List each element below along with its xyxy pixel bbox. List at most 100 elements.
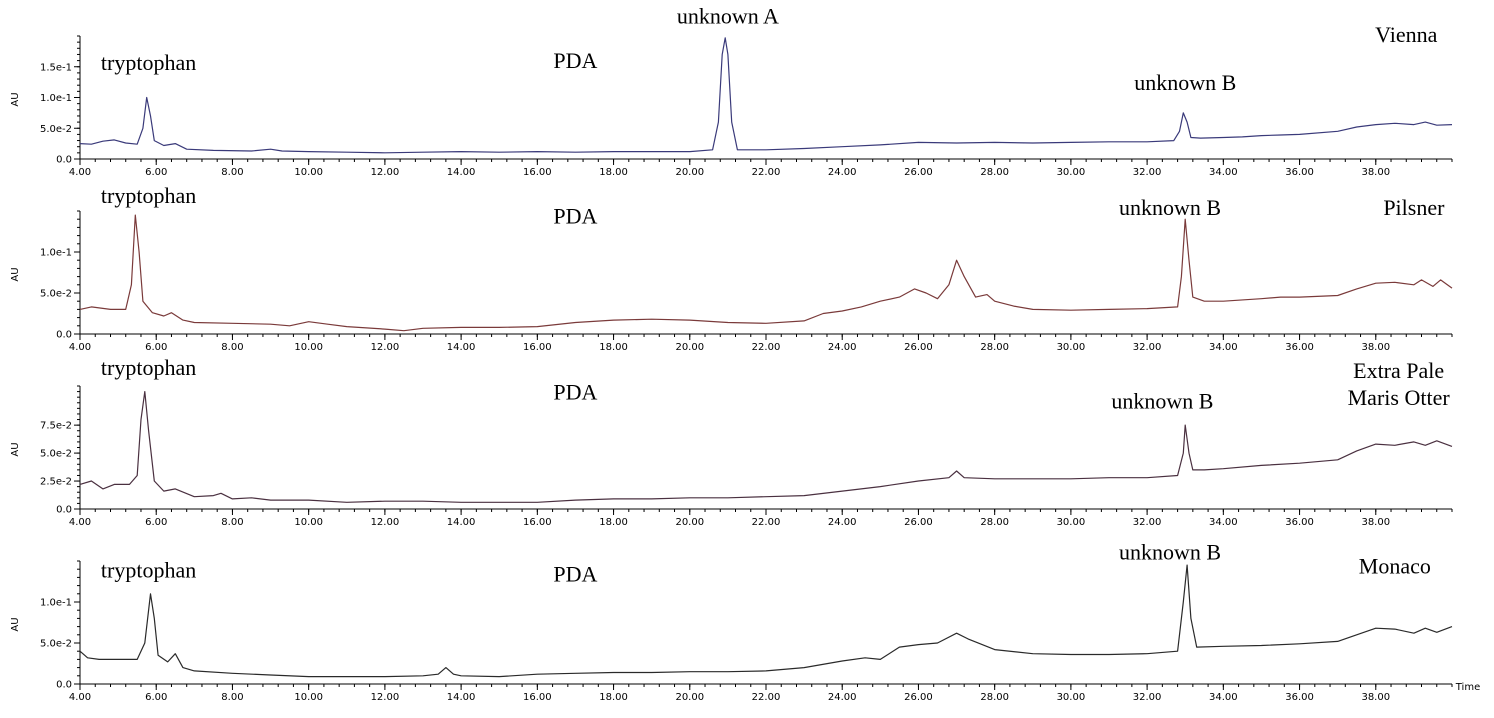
y-tick-label: 5.0e-2 [40, 639, 72, 650]
peak-annotation: unknown B [1119, 539, 1221, 564]
x-tick-label: 28.00 [980, 342, 1009, 353]
peak-annotation: Maris Otter [1348, 385, 1451, 410]
x-tick-label: 30.00 [1057, 342, 1086, 353]
x-tick-label: 30.00 [1057, 692, 1086, 703]
peak-annotation: unknown B [1111, 388, 1213, 413]
x-tick-label: 32.00 [1133, 342, 1162, 353]
y-tick-label: 1.0e-1 [40, 248, 72, 259]
x-tick-label: 32.00 [1133, 517, 1162, 528]
x-tick-label: 10.00 [294, 342, 323, 353]
y-tick-label: 1.5e-1 [40, 62, 72, 73]
x-tick-label: 8.00 [221, 167, 243, 178]
chromatogram-panel-2: 4.00 6.00 8.00 10.00 12.00 14.00 16.00 18.00 20.… [10, 183, 1453, 353]
x-tick-label: 26.00 [904, 517, 933, 528]
y-tick-label: 0.0 [56, 155, 72, 166]
x-tick-label: 38.00 [1361, 517, 1390, 528]
peak-annotation: PDA [553, 562, 597, 587]
x-tick-label: 28.00 [980, 167, 1009, 178]
x-tick-label: 20.00 [675, 517, 704, 528]
chromatogram-trace [79, 214, 1453, 332]
y-tick-label: 0.0 [56, 505, 72, 516]
x-tick-label: 28.00 [980, 692, 1009, 703]
y-tick-label: 1.0e-1 [40, 598, 72, 609]
x-tick-label: 16.00 [523, 342, 552, 353]
peak-annotation: PDA [553, 48, 597, 73]
x-tick-label: 16.00 [523, 692, 552, 703]
x-tick-label: 32.00 [1133, 692, 1162, 703]
x-tick-label: 16.00 [523, 517, 552, 528]
y-tick-label: 0.0 [56, 330, 72, 341]
chromatogram-panel-1: 4.00 6.00 8.00 10.00 12.00 14.00 16.00 18.00 20.… [10, 4, 1453, 178]
x-tick-label: 24.00 [828, 517, 857, 528]
x-tick-label: 18.00 [599, 692, 628, 703]
y-axis-label: AU [10, 442, 21, 456]
y-axis-label: AU [10, 617, 21, 631]
x-tick-label: 34.00 [1209, 517, 1238, 528]
x-tick-label: 4.00 [69, 517, 91, 528]
x-tick-label: 18.00 [599, 342, 628, 353]
x-tick-label: 36.00 [1285, 692, 1314, 703]
peak-annotation: unknown A [677, 4, 779, 29]
y-tick-label: 5.0e-2 [40, 289, 72, 300]
x-tick-label: 24.00 [828, 167, 857, 178]
x-tick-label: 36.00 [1285, 517, 1314, 528]
x-tick-label: 18.00 [599, 517, 628, 528]
chromatogram-panel-4: 4.00 6.00 8.00 10.00 12.00 14.00 16.00 18.00 20.… [10, 539, 1453, 703]
x-tick-label: 12.00 [371, 517, 400, 528]
peak-annotation: PDA [553, 203, 597, 228]
x-axis-title: Time [1455, 682, 1480, 693]
y-axis-label: AU [10, 92, 21, 106]
x-tick-label: 22.00 [752, 167, 781, 178]
x-tick-label: 20.00 [675, 167, 704, 178]
x-tick-label: 6.00 [145, 517, 167, 528]
x-tick-label: 6.00 [145, 342, 167, 353]
x-tick-label: 10.00 [294, 167, 323, 178]
x-tick-label: 10.00 [294, 517, 323, 528]
peak-annotation: Extra Pale [1353, 358, 1444, 383]
peak-annotation: tryptophan [101, 557, 196, 582]
x-tick-label: 6.00 [145, 167, 167, 178]
x-tick-label: 22.00 [752, 692, 781, 703]
x-tick-label: 26.00 [904, 167, 933, 178]
x-tick-label: 14.00 [447, 167, 476, 178]
y-tick-label: 5.0e-2 [40, 124, 72, 135]
x-tick-label: 8.00 [221, 342, 243, 353]
x-tick-label: 22.00 [752, 517, 781, 528]
x-tick-label: 34.00 [1209, 342, 1238, 353]
x-tick-label: 38.00 [1361, 342, 1390, 353]
peak-annotation: PDA [553, 379, 597, 404]
peak-annotation: tryptophan [101, 355, 196, 380]
x-tick-label: 6.00 [145, 692, 167, 703]
x-tick-label: 14.00 [447, 692, 476, 703]
x-tick-label: 28.00 [980, 517, 1009, 528]
x-tick-label: 38.00 [1361, 692, 1390, 703]
x-tick-label: 26.00 [904, 692, 933, 703]
y-tick-label: 1.0e-1 [40, 93, 72, 104]
x-tick-label: 12.00 [371, 692, 400, 703]
chromatogram-trace [79, 564, 1453, 678]
y-axis-label: AU [10, 267, 21, 281]
x-tick-label: 14.00 [447, 342, 476, 353]
peak-annotation: unknown B [1119, 195, 1221, 220]
y-tick-label: 5.0e-2 [40, 449, 72, 460]
peak-annotation: unknown B [1134, 70, 1236, 95]
x-tick-label: 4.00 [69, 167, 91, 178]
x-tick-label: 16.00 [523, 167, 552, 178]
chromatogram-panel-3: 4.00 6.00 8.00 10.00 12.00 14.00 16.00 18.00 20.… [10, 355, 1453, 528]
x-tick-label: 32.00 [1133, 167, 1162, 178]
x-tick-label: 12.00 [371, 167, 400, 178]
chromatogram-trace [79, 391, 1453, 503]
x-tick-label: 38.00 [1361, 167, 1390, 178]
x-tick-label: 22.00 [752, 342, 781, 353]
x-tick-label: 34.00 [1209, 167, 1238, 178]
chromatogram-trace [79, 37, 1453, 154]
peak-annotation: Vienna [1375, 22, 1437, 47]
peak-annotation: Pilsner [1383, 195, 1445, 220]
x-tick-label: 14.00 [447, 517, 476, 528]
x-tick-label: 30.00 [1057, 517, 1086, 528]
y-tick-label: 2.5e-2 [40, 477, 72, 488]
y-tick-label: 7.5e-2 [40, 421, 72, 432]
peak-annotation: Monaco [1359, 553, 1431, 578]
x-tick-label: 8.00 [221, 517, 243, 528]
